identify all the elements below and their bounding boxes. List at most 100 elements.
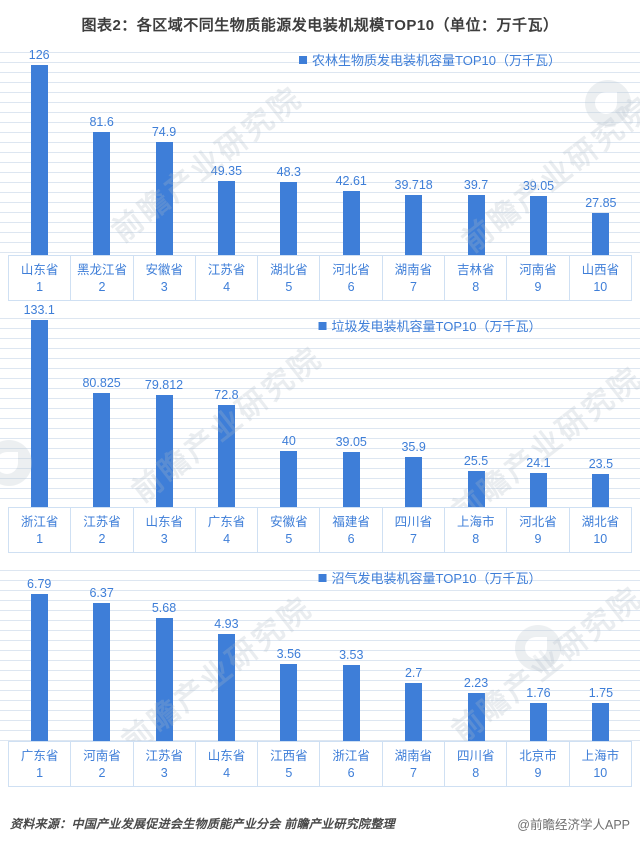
legend: 沼气发电装机容量TOP10（万千瓦） (318, 568, 541, 587)
category-name: 四川省 (456, 749, 495, 763)
bar-value-label: 72.8 (214, 388, 239, 402)
bar (529, 473, 547, 507)
category-cell: 上海市 8 (444, 508, 506, 552)
plot-area: 农林生物质发电装机容量TOP10（万千瓦） 126 81.6 74.9 49.35 48… (0, 43, 640, 255)
bar-value-label: 133.1 (23, 303, 55, 317)
legend-marker-icon (318, 573, 327, 582)
bar-value-label: 79.812 (144, 378, 184, 392)
bar-value-label: 2.7 (404, 666, 423, 680)
bar-column: 2.7 (382, 666, 444, 741)
brand-credit: @前瞻经济学人APP (517, 818, 630, 832)
category-rank: 2 (98, 766, 106, 780)
category-cell: 四川省 7 (381, 508, 444, 552)
category-cell: 广东省 4 (194, 508, 257, 552)
bar-column: 2.23 (445, 676, 507, 741)
bar-column: 1.76 (507, 686, 569, 741)
bar-column: 39.718 (382, 178, 444, 255)
category-rank: 2 (98, 280, 106, 294)
category-name: 福建省 (332, 515, 370, 529)
legend: 农林生物质发电装机容量TOP10（万千瓦） (299, 50, 561, 69)
plot-area: 垃圾发电装机容量TOP10（万千瓦） 133.1 80.825 79.812 72.8… (0, 303, 640, 507)
footer: 资料来源：中国产业发展促进会生物质能产业分会 前瞻产业研究院整理 @前瞻经济学人… (0, 814, 640, 833)
bar-column: 4.93 (195, 617, 257, 741)
category-rank: 2 (98, 532, 106, 546)
bars-row: 6.79 6.37 5.68 4.93 3.56 3.53 2.7 2.23 1.76 1.75 (8, 577, 632, 741)
category-name: 四川省 (394, 515, 433, 529)
category-rank: 6 (347, 280, 355, 294)
bar-column: 40 (258, 434, 320, 507)
category-cell: 山东省 1 (9, 256, 70, 300)
category-name: 山西省 (581, 263, 620, 277)
figure-title: 图表2：各区域不同生物质能源发电装机规模TOP10（单位：万千瓦） (81, 17, 559, 34)
bar (155, 618, 173, 741)
bar-value-label: 25.5 (463, 454, 489, 468)
plot-area: 沼气发电装机容量TOP10（万千瓦） 6.79 6.37 5.68 4.93 3.56 3… (0, 561, 640, 741)
category-cell: 河北省 6 (319, 256, 381, 300)
category-rank: 5 (285, 532, 293, 546)
category-cell: 山东省 3 (132, 508, 195, 552)
category-cell: 湖南省 7 (381, 742, 444, 786)
category-rank: 4 (223, 766, 231, 780)
category-rank: 9 (534, 766, 542, 780)
category-name: 北京市 (519, 749, 557, 763)
category-rank: 3 (160, 766, 168, 780)
bar-column: 39.05 (320, 435, 382, 507)
category-rank: 7 (409, 280, 417, 294)
bar (467, 693, 485, 741)
category-cell: 福建省 6 (319, 508, 381, 552)
category-name: 湖北省 (270, 263, 308, 277)
category-name: 安徽省 (270, 515, 308, 529)
bar (93, 603, 111, 741)
bar-value-label: 5.68 (151, 601, 177, 615)
category-row: 广东省 1 河南省 2 江苏省 3 山东省 4 江西省 5 浙江省 6 湖南省 7 四川省 8 北京市 9 上海市 1… (8, 741, 632, 787)
bar (93, 132, 111, 255)
legend: 垃圾发电装机容量TOP10（万千瓦） (318, 316, 541, 335)
category-rank: 4 (223, 532, 231, 546)
bar-value-label: 40 (281, 434, 296, 448)
bar (30, 65, 48, 255)
bar (217, 634, 235, 741)
category-rank: 7 (409, 766, 417, 780)
category-rank: 6 (347, 532, 355, 546)
bar-value-label: 27.85 (585, 196, 617, 210)
bar (280, 664, 298, 741)
bar (592, 474, 610, 507)
category-rank: 10 (593, 532, 608, 546)
bar-column: 25.5 (445, 454, 507, 507)
bar-column: 39.7 (445, 178, 507, 255)
bar (217, 181, 235, 255)
bar (280, 182, 298, 255)
bar-column: 72.8 (195, 388, 257, 507)
legend-label: 农林生物质发电装机容量TOP10（万千瓦） (312, 53, 561, 68)
category-name: 江苏省 (83, 515, 121, 529)
category-name: 广东省 (20, 749, 59, 763)
category-name: 上海市 (456, 515, 495, 529)
category-cell: 广东省 1 (9, 742, 70, 786)
bar-value-label: 81.6 (89, 115, 114, 129)
bar-value-label: 39.718 (394, 178, 433, 192)
category-name: 黑龙江省 (76, 263, 127, 277)
bar (529, 196, 547, 255)
chart-panel-biogas: 沼气发电装机容量TOP10（万千瓦） 6.79 6.37 5.68 4.93 3.56 3… (0, 561, 640, 787)
bar-value-label: 4.93 (214, 617, 239, 631)
bar-column: 5.68 (133, 601, 195, 741)
bar-column: 49.35 (195, 164, 257, 255)
bar-value-label: 35.9 (401, 440, 426, 454)
category-rank: 5 (285, 280, 293, 294)
bar-value-label: 6.37 (89, 586, 114, 600)
category-cell: 浙江省 1 (9, 508, 70, 552)
bar-column: 79.812 (133, 378, 195, 507)
bar (592, 213, 610, 255)
bar (467, 195, 485, 255)
bar-value-label: 74.9 (151, 125, 177, 139)
bar (405, 683, 423, 741)
bar-value-label: 49.35 (210, 164, 243, 178)
category-rank: 8 (472, 280, 480, 294)
category-cell: 江西省 5 (257, 742, 319, 786)
bar-column: 27.85 (570, 196, 632, 255)
category-row: 山东省 1 黑龙江省 2 安徽省 3 江苏省 4 湖北省 5 河北省 6 湖南省 7 吉林省 8 河南省 9 山西省… (8, 255, 632, 301)
category-row: 浙江省 1 江苏省 2 山东省 3 广东省 4 安徽省 5 福建省 6 四川省 7 上海市 8 河北省 9 湖北省 1… (8, 507, 632, 553)
bar (30, 594, 48, 741)
category-name: 江苏省 (207, 263, 246, 277)
